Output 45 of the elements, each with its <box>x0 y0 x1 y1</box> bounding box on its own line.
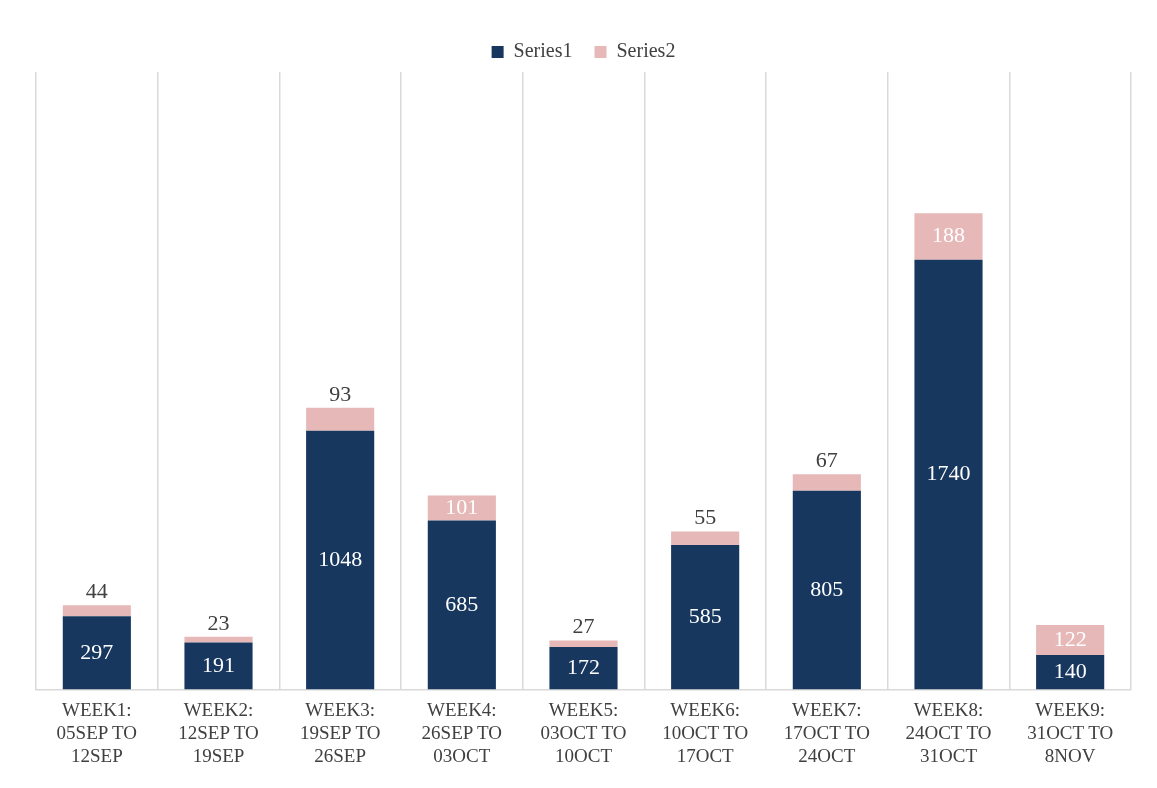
x-tick-label: WEEK9: 31OCT TO 8NOV <box>1027 698 1114 766</box>
data-label: 1048 <box>318 545 363 571</box>
x-tick-label: WEEK7: 17OCT TO 24OCT <box>783 698 870 766</box>
x-tick-label: WEEK6: 10OCT TO 17OCT <box>662 698 749 766</box>
bar <box>1036 624 1105 656</box>
data-label: 685 <box>445 590 479 616</box>
data-label: 805 <box>810 575 844 601</box>
data-label: 101 <box>445 493 479 519</box>
x-tick-label: WEEK1: 05SEP TO 12SEP <box>56 698 138 766</box>
bar <box>306 430 375 690</box>
bar <box>427 495 496 521</box>
data-label: 27 <box>572 613 595 639</box>
data-label: 585 <box>688 603 722 629</box>
data-label: 191 <box>202 651 235 677</box>
bar <box>792 490 861 690</box>
data-label: 44 <box>85 578 108 604</box>
bar <box>306 407 375 431</box>
data-label: 140 <box>1053 658 1087 684</box>
bar <box>62 616 131 690</box>
x-tick-label: WEEK2: 12SEP TO 19SEP <box>178 698 259 766</box>
x-tick-label: WEEK3: 19SEP TO 26SEP <box>299 698 381 766</box>
bar <box>914 213 983 260</box>
data-label: 23 <box>207 609 230 635</box>
data-label: 122 <box>1053 625 1087 651</box>
legend-label: Series2 <box>616 39 676 62</box>
bar <box>62 605 131 617</box>
bar <box>549 640 618 648</box>
data-label: 172 <box>567 654 600 680</box>
bar <box>792 474 861 491</box>
data-label: 188 <box>932 222 965 248</box>
data-label: 1740 <box>926 460 971 486</box>
bar <box>671 545 740 690</box>
data-label: 55 <box>694 504 717 530</box>
x-tick-label: WEEK8: 24OCT TO 31OCT <box>905 698 992 766</box>
x-tick-label: WEEK5: 03OCT TO 10OCT <box>540 698 627 766</box>
bar <box>549 647 618 690</box>
x-tick-label: WEEK4: 26SEP TO 03OCT <box>421 698 503 766</box>
data-label: 93 <box>329 380 352 406</box>
data-label: 67 <box>815 446 838 472</box>
bar <box>427 520 496 690</box>
bar <box>671 531 740 546</box>
legend-label: Series1 <box>513 39 573 62</box>
bar <box>184 642 253 690</box>
data-label: 297 <box>80 638 114 664</box>
bar <box>914 259 983 690</box>
